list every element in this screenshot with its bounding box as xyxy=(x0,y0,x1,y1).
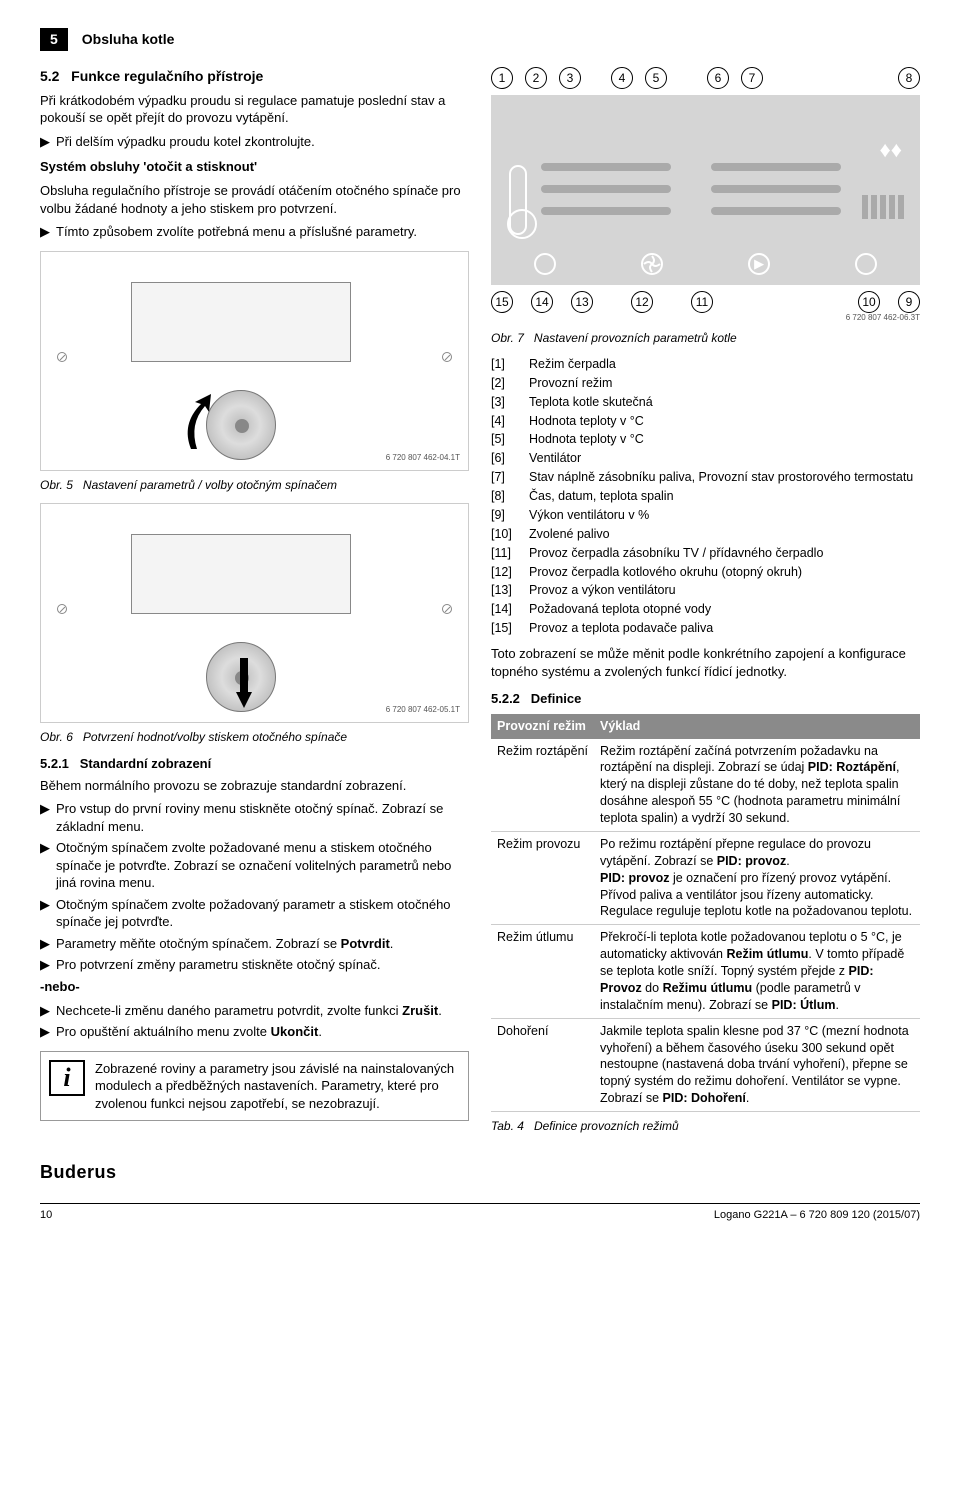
figure-7-caption: Obr. 7 Nastavení provozních parametrů ko… xyxy=(491,330,920,346)
table-row: Režim útlumuPřekročí-li teplota kotle po… xyxy=(491,925,920,1018)
legend-row: [11]Provoz čerpadla zásobníku TV / přída… xyxy=(491,545,920,562)
info-text: Zobrazené roviny a parametry jsou závisl… xyxy=(95,1060,460,1113)
bullet-item: ▶Otočným spínačem zvolte požadovaný para… xyxy=(40,896,469,931)
figure-5: 6 720 807 462-04.1T xyxy=(40,251,469,471)
legend-row: [12]Provoz čerpadla kotlového okruhu (ot… xyxy=(491,564,920,581)
legend-row: [14]Požadovaná teplota otopné vody xyxy=(491,601,920,618)
system-title: Systém obsluhy 'otočit a stisknout' xyxy=(40,158,469,176)
bullet-item: ▶Tímto způsobem zvolíte potřebná menu a … xyxy=(40,223,469,241)
callouts-top: 1 2 3 4 5 6 7 8 xyxy=(491,67,920,89)
legend-row: [6]Ventilátor xyxy=(491,450,920,467)
diagram-7: ♦♦ ▶ xyxy=(491,95,920,285)
bullet-item: ▶Pro opuštění aktuálního menu zvolte Uko… xyxy=(40,1023,469,1041)
info-icon: i xyxy=(49,1060,85,1096)
bullet-item: ▶Nechcete-li změnu daného parametru potv… xyxy=(40,1002,469,1020)
table-header: Výklad xyxy=(594,714,920,739)
legend-row: [8]Čas, datum, teplota spalin xyxy=(491,488,920,505)
legend-row: [15]Provoz a teplota podavače paliva xyxy=(491,620,920,637)
section-5.2-heading: 5.2 Funkce regulačního přístroje xyxy=(40,67,469,86)
figure-7-note: Toto zobrazení se může měnit podle konkr… xyxy=(491,645,920,680)
legend-row: [1]Režim čerpadla xyxy=(491,356,920,373)
bullet-item: ▶Pro vstup do první roviny menu stisknět… xyxy=(40,800,469,835)
bullet-item: ▶Pro potvrzení změny parametru stiskněte… xyxy=(40,956,469,974)
rotate-arrow-icon xyxy=(181,394,231,454)
bullet-item: ▶Při delším výpadku proudu kotel zkontro… xyxy=(40,133,469,151)
figure-5-caption: Obr. 5 Nastavení parametrů / volby otočn… xyxy=(40,477,469,493)
figure-6: 6 720 807 462-05.1T xyxy=(40,503,469,723)
system-desc: Obsluha regulačního přístroje se provádí… xyxy=(40,182,469,217)
right-column: 1 2 3 4 5 6 7 8 ♦♦ xyxy=(491,67,920,1140)
or-label: -nebo- xyxy=(40,978,469,996)
bullet-item: ▶Otočným spínačem zvolte požadované menu… xyxy=(40,839,469,892)
table-row: Režim roztápěníRežim roztápění začíná po… xyxy=(491,739,920,832)
figure-7-legend: [1]Režim čerpadla [2]Provozní režim [3]Tep… xyxy=(491,356,920,637)
footer-doc: Logano G221A – 6 720 809 120 (2015/07) xyxy=(714,1208,920,1223)
table-row: DohořeníJakmile teplota spalin klesne po… xyxy=(491,1018,920,1111)
table-4-caption: Tab. 4 Definice provozních režimů xyxy=(491,1118,920,1134)
section-5.2.2-heading: 5.2.2 Definice xyxy=(491,690,920,708)
brand-logo: Buderus xyxy=(40,1162,117,1182)
info-box: i Zobrazené roviny a parametry jsou závi… xyxy=(40,1051,469,1122)
legend-row: [3]Teplota kotle skutečná xyxy=(491,394,920,411)
figure-code: 6 720 807 462-06.3T xyxy=(491,313,920,324)
figure-code: 6 720 807 462-04.1T xyxy=(386,453,460,464)
table-row: Režim provozuPo režimu roztápění přepne … xyxy=(491,831,920,924)
legend-row: [13]Provoz a výkon ventilátoru xyxy=(491,582,920,599)
legend-row: [2]Provozní režim xyxy=(491,375,920,392)
figure-code: 6 720 807 462-05.1T xyxy=(386,705,460,716)
page-number: 5 xyxy=(40,28,68,51)
sec52-intro: Při krátkodobém výpadku proudu si regula… xyxy=(40,92,469,127)
chapter-title: Obsluha kotle xyxy=(82,30,175,49)
legend-row: [4]Hodnota teploty v °C xyxy=(491,413,920,430)
figure-6-caption: Obr. 6 Potvrzení hodnot/volby stiskem ot… xyxy=(40,729,469,745)
fan-icon xyxy=(641,253,663,275)
legend-row: [7]Stav náplně zásobníku paliva, Provozn… xyxy=(491,469,920,486)
callouts-bottom: 15 14 13 12 11 10 9 xyxy=(491,291,920,313)
table-header: Provozní režim xyxy=(491,714,594,739)
section-5.2.1-heading: 5.2.1 Standardní zobrazení xyxy=(40,755,469,773)
bullet-item: ▶Parametry měňte otočným spínačem. Zobra… xyxy=(40,935,469,953)
press-arrow-icon xyxy=(236,658,252,708)
legend-row: [9]Výkon ventilátoru v % xyxy=(491,507,920,524)
table-4: Provozní režim Výklad Režim roztápěníRež… xyxy=(491,714,920,1112)
page-header: 5 Obsluha kotle xyxy=(40,28,920,51)
sec521-intro: Během normálního provozu se zobrazuje st… xyxy=(40,777,469,795)
footer-page: 10 xyxy=(40,1208,52,1223)
left-column: 5.2 Funkce regulačního přístroje Při krá… xyxy=(40,67,469,1140)
brand-row: Buderus xyxy=(40,1160,920,1184)
legend-row: [10]Zvolené palivo xyxy=(491,526,920,543)
legend-row: [5]Hodnota teploty v °C xyxy=(491,431,920,448)
page-footer: 10 Logano G221A – 6 720 809 120 (2015/07… xyxy=(40,1203,920,1223)
